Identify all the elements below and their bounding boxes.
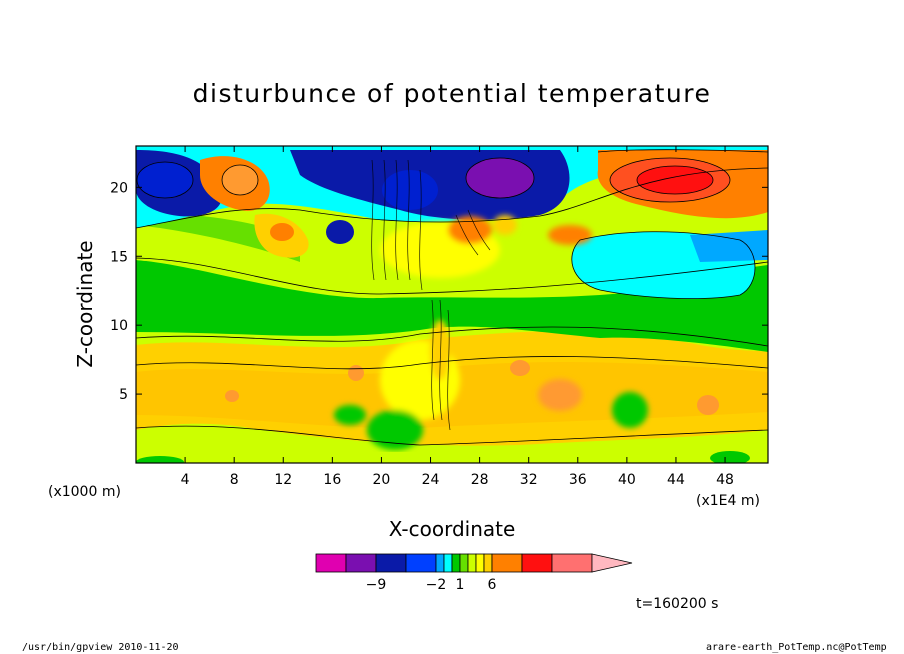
y-tick-label: 20	[110, 180, 128, 196]
x-tick-label: 36	[569, 472, 587, 488]
y-tick-label: 15	[110, 249, 128, 265]
colorbar-segment	[451, 553, 461, 573]
colorbar-segment	[483, 553, 493, 573]
colorbar-segment	[475, 553, 485, 573]
x-tick-label: 12	[274, 472, 292, 488]
y-axis: 5 10 15 20	[110, 180, 768, 403]
x-tick-label: 48	[716, 472, 734, 488]
colorbar-segment	[435, 553, 445, 573]
y-axis-label: Z-coordinate	[73, 240, 97, 367]
colorbar-label: 6	[488, 577, 497, 593]
x-tick-label: 16	[323, 472, 341, 488]
time-label: t=160200 s	[636, 596, 718, 612]
x-tick-label: 28	[471, 472, 489, 488]
x-tick-label: 8	[230, 472, 239, 488]
x-axis: 4 8 12 16 20 24 28 32 36 40 44 48	[181, 146, 734, 488]
colorbar-segment	[467, 553, 477, 573]
contour-field	[136, 146, 768, 463]
footer-right: arare-earth_PotTemp.nc@PotTemp	[706, 642, 887, 653]
colorbar-segment	[443, 553, 453, 573]
colorbar-segment	[551, 553, 593, 573]
x-axis-label: X-coordinate	[389, 517, 516, 541]
chart-title: disturbunce of potential temperature	[193, 79, 712, 108]
z-units-label: (x1000 m)	[48, 484, 121, 500]
x-tick-label: 4	[181, 472, 190, 488]
colorbar-segment	[459, 553, 469, 573]
x-units-label: (x1E4 m)	[696, 493, 760, 509]
colorbar-label: 1	[456, 577, 465, 593]
x-tick-label: 24	[422, 472, 440, 488]
plot-frame	[135, 145, 769, 464]
colorbar-label: −9	[366, 577, 387, 593]
colorbar-label: −2	[426, 577, 447, 593]
colorbar-arrow	[591, 553, 633, 573]
colorbar-segment	[345, 553, 377, 573]
x-tick-label: 44	[667, 472, 685, 488]
y-tick-label: 5	[119, 387, 128, 403]
colorbar-segment	[375, 553, 407, 573]
x-tick-label: 40	[618, 472, 636, 488]
colorbar: −9 −2 1 6	[315, 553, 633, 593]
y-tick-label: 10	[110, 318, 128, 334]
colorbar-segment	[315, 553, 347, 573]
colorbar-segment	[521, 553, 553, 573]
x-tick-label: 20	[373, 472, 391, 488]
footer-left: /usr/bin/gpview 2010-11-20	[22, 642, 179, 653]
colorbar-segment	[491, 553, 523, 573]
x-tick-label: 32	[520, 472, 538, 488]
colorbar-segment	[405, 553, 437, 573]
